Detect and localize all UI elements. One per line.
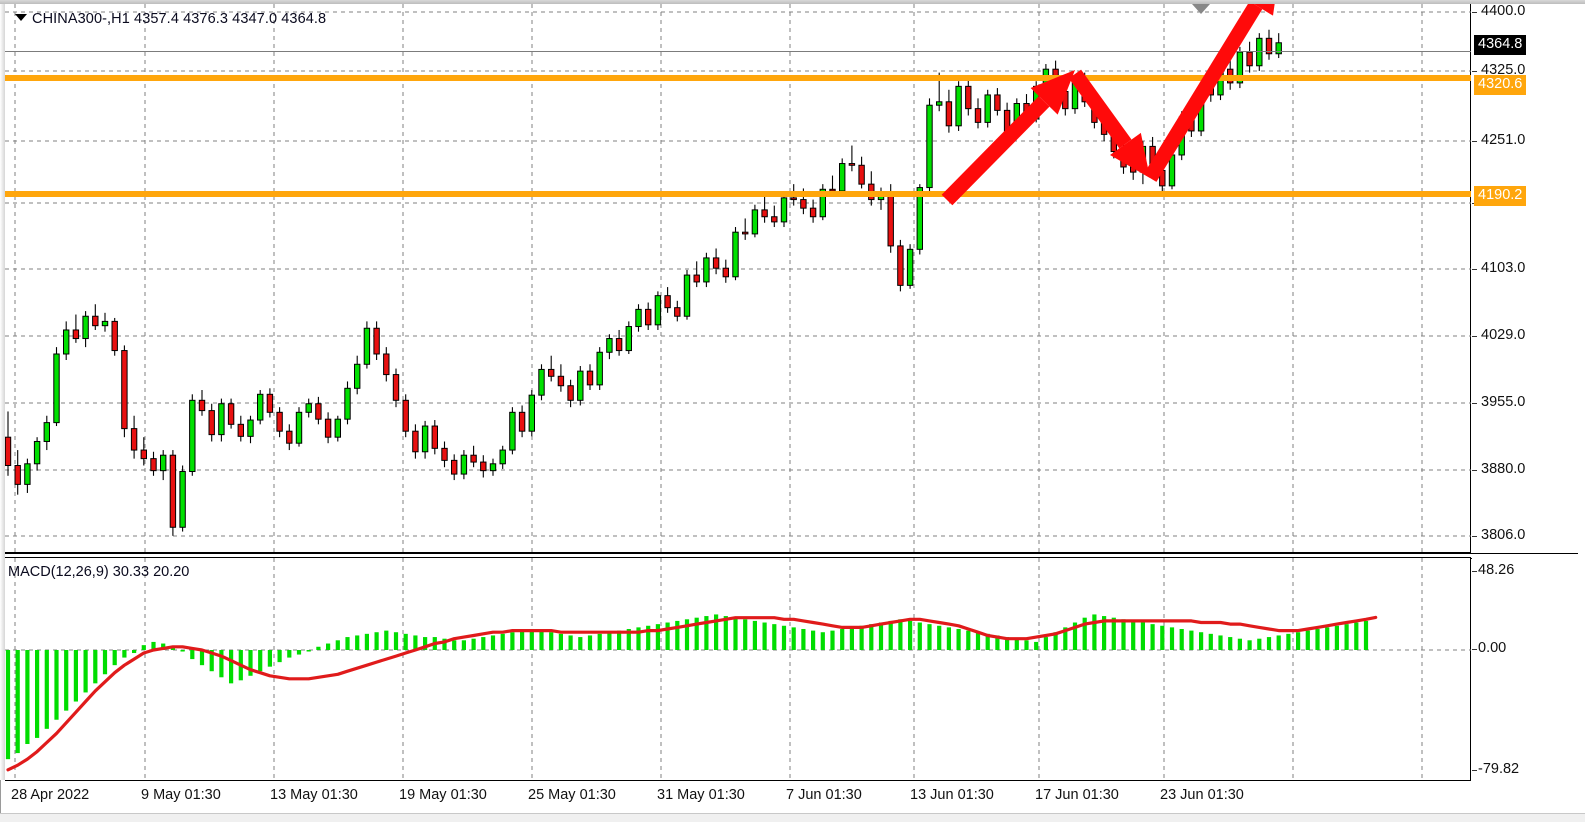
macd-tick-mark — [1472, 571, 1477, 572]
support-resistance-line-lower[interactable] — [5, 191, 1471, 197]
time-axis[interactable]: 28 Apr 2022 9 May 01:30 13 May 01:30 19 May… — [5, 781, 1578, 813]
candlestick-series — [5, 29, 1282, 536]
trend-arrow-annotation — [941, 4, 1275, 206]
price-tick-label: 4103.0 — [1481, 260, 1526, 276]
price-tick-label: 4029.0 — [1481, 327, 1526, 343]
price-tick-mark — [1472, 536, 1477, 537]
time-tick-label: 7 Jun 01:30 — [786, 787, 862, 803]
price-tick-mark — [1472, 470, 1477, 471]
status-strip — [0, 813, 1585, 822]
price-level-tag[interactable]: 4190.2 — [1474, 186, 1527, 206]
time-tick-label: 28 Apr 2022 — [11, 787, 90, 803]
price-grid — [5, 4, 1471, 553]
window-top-bar — [0, 0, 1585, 4]
macd-indicator-panel[interactable] — [5, 557, 1471, 781]
current-price-line — [5, 51, 1471, 52]
time-tick-label: 9 May 01:30 — [141, 787, 221, 803]
price-tick-label: 4325.0 — [1481, 62, 1526, 78]
macd-tick-mark — [1472, 649, 1477, 650]
chart-legend: CHINA300-,H1 4357.4 4376.3 4347.0 4364.8 — [15, 11, 326, 27]
time-tick-label: 13 Jun 01:30 — [910, 787, 994, 803]
macd-grid — [5, 558, 1471, 781]
caret-down-icon[interactable] — [15, 14, 27, 21]
price-tick-label: 3955.0 — [1481, 394, 1526, 410]
time-tick-label: 23 Jun 01:30 — [1160, 787, 1244, 803]
price-tick-mark — [1472, 71, 1477, 72]
time-tick-label: 25 May 01:30 — [528, 787, 616, 803]
time-tick-label: 17 Jun 01:30 — [1035, 787, 1119, 803]
price-chart-panel[interactable]: CHINA300-,H1 4357.4 4376.3 4347.0 4364.8 — [5, 4, 1471, 553]
price-level-tag[interactable]: 4320.6 — [1474, 75, 1527, 95]
current-price-tag[interactable]: 4364.8 — [1474, 35, 1527, 55]
time-tick-label: 13 May 01:30 — [270, 787, 358, 803]
macd-tick-label: 0.00 — [1478, 640, 1507, 656]
price-tick-mark — [1472, 12, 1477, 13]
macd-axis[interactable]: 48.26 0.00 -79.82 — [1472, 557, 1578, 780]
macd-series — [5, 614, 1378, 772]
chart-legend-text: CHINA300-,H1 4357.4 4376.3 4347.0 4364.8 — [32, 11, 327, 27]
current-bar-marker-icon — [1192, 4, 1210, 14]
price-tick-label: 3806.0 — [1481, 527, 1526, 543]
price-tick-mark — [1472, 336, 1477, 337]
time-tick-label: 19 May 01:30 — [399, 787, 487, 803]
time-axis-rule — [5, 780, 1471, 781]
support-resistance-line-upper[interactable] — [5, 75, 1471, 81]
price-tick-label: 4400.0 — [1481, 3, 1526, 19]
price-tick-mark — [1472, 269, 1477, 270]
macd-tick-label: 48.26 — [1478, 562, 1515, 578]
macd-legend: MACD(12,26,9) 30.33 20.20 — [8, 564, 190, 580]
macd-tick-mark — [1472, 770, 1477, 771]
price-tick-label: 4251.0 — [1481, 132, 1526, 148]
macd-tick-label: -79.82 — [1478, 761, 1520, 777]
price-tick-mark — [1472, 403, 1477, 404]
price-tick-mark — [1472, 141, 1477, 142]
right-margin — [1578, 4, 1585, 822]
price-tick-label: 3880.0 — [1481, 461, 1526, 477]
price-axis[interactable]: 4400.04325.04251.04177.04103.04029.03955… — [1472, 4, 1578, 553]
time-tick-label: 31 May 01:30 — [657, 787, 745, 803]
